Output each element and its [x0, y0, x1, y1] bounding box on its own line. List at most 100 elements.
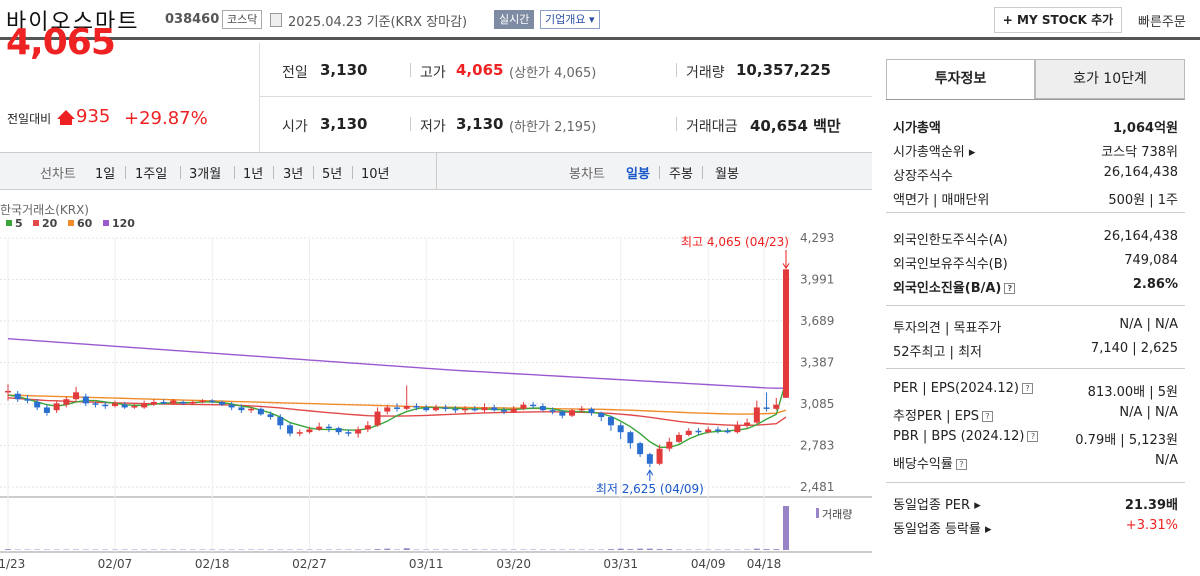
y-tick-label: 3,991 — [800, 273, 834, 287]
candle-body — [24, 399, 30, 401]
help-icon[interactable]: ? — [956, 459, 967, 470]
divider — [886, 212, 1185, 213]
price-chart[interactable]: 4,2933,9913,6893,3873,0852,7832,48101/23… — [0, 190, 872, 572]
candle-body — [695, 431, 701, 433]
help-icon[interactable]: ? — [1004, 283, 1015, 294]
tab-invest-info[interactable]: 투자정보 — [886, 59, 1035, 99]
candle-body — [287, 425, 293, 433]
candle-body — [754, 407, 760, 422]
candle-body — [540, 406, 546, 410]
volume-bar — [637, 549, 643, 550]
label-text: 액면가 | 매매단위 — [893, 193, 989, 208]
candle-body — [131, 406, 137, 408]
candle-monthly[interactable]: 월봉 — [715, 163, 739, 182]
volume-label: 거래량 — [686, 62, 725, 82]
volume-bar — [384, 549, 390, 550]
volume-bar — [5, 549, 11, 550]
invest-row-value: 21.39배 — [1125, 494, 1178, 513]
candle-body — [598, 413, 604, 417]
invest-row-value: N/A | N/A — [1119, 405, 1178, 420]
invest-row-label: 외국인보유주식수(B) — [893, 253, 1008, 272]
invest-row-value: 749,084 — [1124, 253, 1178, 268]
ma120-line — [8, 339, 786, 388]
label-text: 상장주식수 — [893, 169, 953, 184]
low-label: 저가 — [420, 116, 446, 136]
divider — [273, 166, 274, 179]
volume-bar — [375, 549, 381, 550]
period-10y[interactable]: 10년 — [361, 163, 390, 182]
quick-order-button[interactable]: 빠른주문 — [1138, 11, 1186, 30]
x-tick-label: 04/09 — [691, 557, 726, 571]
company-overview-button[interactable]: 기업개요 ▾ — [540, 10, 600, 29]
candle-body — [248, 409, 254, 411]
open-label: 시가 — [282, 116, 308, 136]
candle-body — [472, 409, 478, 411]
candle-body — [83, 396, 89, 403]
candle-body — [316, 427, 322, 430]
invest-row-label: 추정PER | EPS? — [893, 405, 993, 424]
period-1w[interactable]: 1주일 — [135, 163, 167, 182]
x-tick-label: 03/31 — [603, 557, 638, 571]
stock-header: 바이오스마트 038460 코스닥 2025.04.23 기준(KRX 장마감)… — [0, 0, 1200, 40]
help-icon[interactable]: ? — [1027, 431, 1038, 442]
volume-bar — [666, 549, 672, 550]
candle-body — [151, 402, 157, 405]
legend-swatch — [6, 220, 12, 226]
candle-body — [93, 403, 99, 405]
divider — [676, 117, 677, 131]
tab-order-book[interactable]: 호가 10단계 — [1035, 59, 1185, 99]
up-arrow-stem — [60, 119, 72, 125]
divider — [410, 63, 411, 77]
x-tick-label: 03/11 — [409, 557, 444, 571]
invest-row-value: +3.31% — [1126, 518, 1178, 533]
label-text: PBR | BPS (2024.12) — [893, 429, 1024, 444]
volume-bar — [618, 549, 624, 550]
help-icon[interactable]: ? — [982, 411, 993, 422]
candle-body — [744, 423, 750, 426]
candle-body — [482, 407, 488, 410]
candle-body — [764, 407, 770, 409]
invest-row-value: 500원 | 1주 — [1108, 189, 1178, 208]
realtime-button[interactable]: 실시간 — [494, 10, 534, 29]
candle-body — [559, 412, 565, 416]
candle-body — [657, 449, 663, 464]
period-1y[interactable]: 1년 — [243, 163, 263, 182]
divider — [410, 117, 411, 131]
candle-body — [365, 425, 371, 429]
invest-row-value: 26,164,438 — [1104, 165, 1178, 180]
add-my-stock-button[interactable]: + MY STOCK 추가 — [994, 7, 1122, 33]
candle-body — [423, 407, 429, 410]
candle-weekly[interactable]: 주봉 — [669, 163, 693, 182]
x-tick-label: 02/07 — [98, 557, 133, 571]
candle-body — [268, 414, 274, 417]
invest-row-label: 배당수익률? — [893, 453, 967, 472]
volume-bar — [657, 549, 663, 550]
divider — [234, 166, 235, 179]
candle-body — [229, 405, 235, 408]
candle-body — [511, 409, 517, 412]
label-text: 동일업종 PER ▸ — [893, 498, 981, 513]
label-text: 투자의견 | 목표주가 — [893, 321, 1001, 336]
divider — [436, 153, 437, 190]
candle-body — [180, 402, 186, 404]
candle-body — [452, 409, 458, 411]
candle-body — [112, 403, 118, 406]
candle-body — [491, 407, 497, 410]
label-text: 배당수익률 — [893, 457, 953, 472]
volume-value: 10,357,225 — [736, 61, 831, 79]
candle-body — [277, 417, 283, 425]
period-1d[interactable]: 1일 — [95, 163, 115, 182]
candle-body — [15, 394, 21, 399]
candle-body — [666, 442, 672, 449]
legend-swatch — [68, 220, 74, 226]
candle-body — [190, 402, 196, 404]
period-5y[interactable]: 5년 — [322, 163, 342, 182]
divider — [886, 368, 1185, 369]
invest-row-label: 52주최고 | 최저 — [893, 341, 982, 360]
candle-body — [170, 401, 176, 404]
period-3y[interactable]: 3년 — [283, 163, 303, 182]
candle-body — [783, 269, 789, 397]
period-3m[interactable]: 3개월 — [189, 163, 221, 182]
help-icon[interactable]: ? — [1022, 383, 1033, 394]
candle-daily[interactable]: 일봉 — [626, 163, 650, 182]
